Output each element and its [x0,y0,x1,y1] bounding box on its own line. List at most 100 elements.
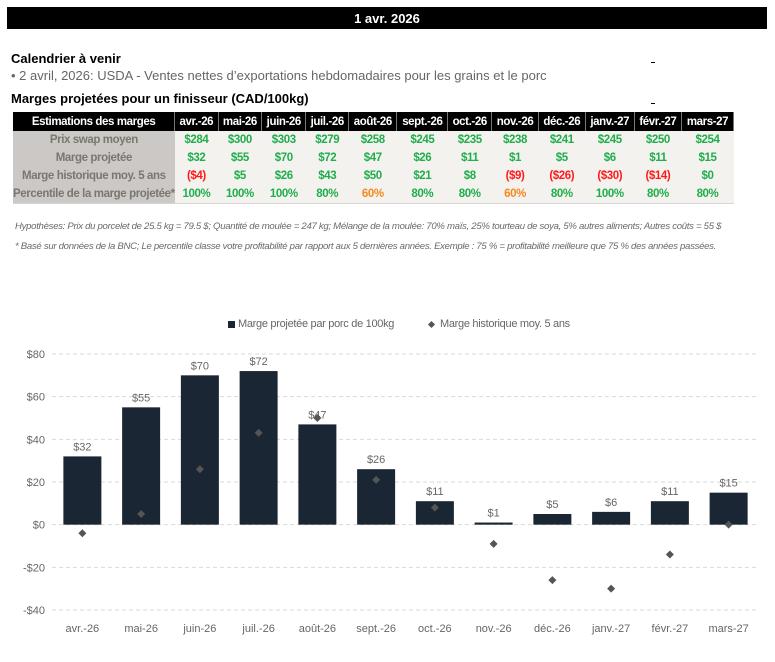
table-cell: 60% [491,185,539,204]
column-header-month: juil.-26 [305,112,350,131]
historical-marker [372,475,381,484]
column-header-corner: Estimations des marges [13,112,176,131]
y-tick-label: $40 [27,434,45,446]
table-cell: $238 [491,131,539,149]
bar [533,514,572,525]
legend-item-projected: Marge projetée par porc de 100kg [228,318,394,330]
historical-marker [254,428,263,437]
dash-mark [651,103,655,104]
historical-marker [489,539,498,548]
table-cell: $15 [681,149,734,167]
historical-marker [548,576,557,585]
bar [650,501,689,525]
bar-data-label: $15 [719,478,737,490]
row-label: Prix swap moyen [13,131,175,149]
calendar-item: • 2 avril, 2026: USDA - Ventes nettes d’… [11,68,547,83]
bar-data-label: $1 [488,508,500,520]
x-tick-label: févr.-27 [652,623,689,635]
bar [592,511,631,525]
historical-marker [195,465,204,474]
bar-data-label: $6 [605,497,617,509]
bar [415,501,454,525]
bar [239,371,278,525]
table-cell: $72 [305,149,349,167]
margins-title: Marges projetées pour un finisseur (CAD/… [11,91,309,106]
table-row: Marge historique moy. 5 ans ($4) $5 $26 $43 $… [13,167,734,185]
date-header: 1 avr. 2026 [7,7,767,29]
bar-data-label: $32 [73,441,91,453]
table-cell: 80% [305,185,349,204]
row-label: Percentile de la marge projetée* [13,185,175,204]
x-tick-label: juin-26 [182,623,216,635]
diamond-marker-icon [427,320,436,328]
margin-chart: $80$60$40$20$0-$20-$40$32$55$70$72$47$26… [23,349,757,635]
y-tick-label: $80 [27,349,45,361]
x-tick-label: sept.-26 [356,623,396,635]
table-cell: $245 [396,131,448,149]
table-cell: $241 [538,131,586,149]
table-cell: ($26) [538,167,586,185]
table-cell: $11 [634,149,682,167]
date-text: 1 avr. 2026 [354,10,420,26]
legend-label: Marge historique moy. 5 ans [440,318,570,330]
margins-table: Estimations des marges avr.-26 mai-26 juin… [13,112,735,204]
x-tick-label: mai-26 [124,623,158,635]
x-tick-label: nov.-26 [476,623,512,635]
table-cell: $303 [261,131,306,149]
table-cell: 100% [261,185,306,204]
table-cell: 100% [585,185,635,204]
hypotheses-note: Hypothèses: Prix du porcelet de 25.5 kg … [15,221,722,232]
table-cell: 80% [681,185,734,204]
legend-item-historical: Marge historique moy. 5 ans [427,318,570,330]
table-row: Marge projetée $32 $55 $70 $72 $47 $26 $11 $1 $5 $… [13,149,734,167]
column-header-month: sept.-26 [396,112,449,131]
column-header-month: nov.-26 [491,112,539,131]
table-cell: 60% [348,185,397,204]
table-cell: $0 [681,167,734,185]
table-cell: $21 [396,167,448,185]
column-header-month: juin-26 [261,112,307,131]
row-label: Marge historique moy. 5 ans [13,167,175,185]
bar-data-label: $11 [426,486,444,498]
bar [298,424,337,525]
x-tick-label: avr.-26 [66,623,100,635]
table-cell: $26 [396,149,448,167]
historical-marker [137,510,146,518]
table-row: Percentile de la marge projetée* 100% 100%… [13,185,734,204]
y-tick-label: -$20 [23,562,45,574]
row-label: Marge projetée [13,149,175,167]
bar-data-label: $11 [661,486,679,498]
column-header-month: août-26 [348,112,398,131]
table-cell: $5 [538,149,586,167]
y-tick-label: $60 [27,392,45,404]
y-tick-label: $20 [27,477,45,489]
footnote: * Basé sur données de la BNC; Le percent… [15,241,717,252]
table-cell: $50 [348,167,397,185]
column-header-month: mars-27 [681,112,735,131]
table-cell: $300 [218,131,262,149]
table-cell: $55 [218,149,262,167]
y-tick-label: -$40 [23,605,45,617]
x-tick-label: mars-27 [708,623,748,635]
y-tick-label: $0 [33,520,45,532]
x-tick-label: oct.-26 [418,623,452,635]
dash-mark [651,62,655,63]
table-cell: $235 [447,131,492,149]
table-cell: $254 [681,131,734,149]
historical-marker [78,529,87,538]
bar [63,456,102,525]
bar-swatch-icon [228,320,235,328]
table-cell: 100% [218,185,262,204]
x-tick-label: déc.-26 [534,623,571,635]
table-cell: 80% [634,185,682,204]
historical-marker [430,503,439,512]
x-tick-label: juil.-26 [241,623,274,635]
table-cell: $11 [447,149,492,167]
bar-data-label: $5 [546,499,558,511]
historical-marker [724,520,733,529]
calendar-title: Calendrier à venir [11,51,121,66]
table-header-row: Estimations des marges avr.-26 mai-26 juin… [13,112,735,131]
table-cell: ($4) [174,167,219,185]
bar [474,522,513,525]
table-cell: $8 [447,167,492,185]
